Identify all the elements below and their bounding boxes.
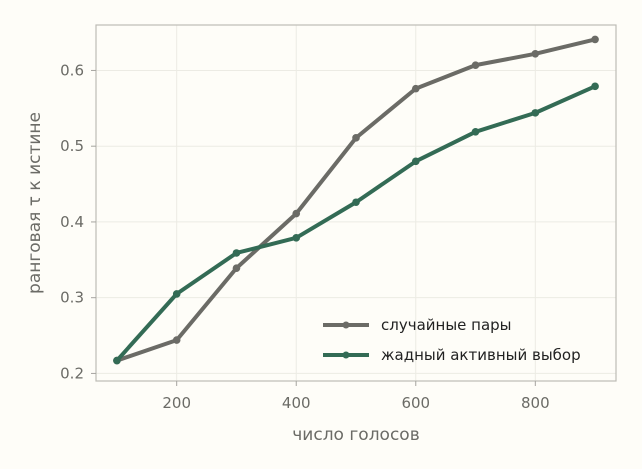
data-point bbox=[232, 249, 241, 257]
x-tick-label: 400 bbox=[282, 394, 311, 412]
y-tick-label: 0.2 bbox=[60, 364, 84, 382]
data-point bbox=[411, 157, 420, 166]
plot-frame bbox=[95, 24, 617, 382]
data-point bbox=[292, 234, 301, 242]
data-point bbox=[113, 356, 121, 365]
y-tick-label: 0.4 bbox=[60, 213, 84, 231]
grid bbox=[96, 25, 616, 381]
y-tick-label: 0.5 bbox=[60, 137, 84, 155]
legend-label-2: жадный активный выбор bbox=[381, 346, 581, 364]
series-1 bbox=[113, 35, 599, 365]
data-point bbox=[352, 198, 360, 207]
y-tick-label: 0.6 bbox=[60, 61, 84, 79]
legend-swatch-marker-1 bbox=[342, 321, 350, 329]
data-point bbox=[471, 128, 480, 136]
data-point bbox=[232, 264, 241, 272]
data-point bbox=[591, 35, 599, 44]
x-tick-label: 800 bbox=[521, 394, 550, 412]
data-point bbox=[292, 209, 301, 218]
data-point bbox=[352, 134, 360, 142]
x-axis-label: число голосов bbox=[292, 425, 419, 445]
y-axis-label: ранговая τ к истине bbox=[25, 112, 45, 294]
y-tick-label: 0.3 bbox=[60, 289, 84, 307]
legend: случайные пары жадный активный выбор bbox=[323, 316, 581, 364]
data-point bbox=[172, 290, 181, 298]
data-point bbox=[591, 82, 599, 91]
x-tick-label: 600 bbox=[401, 394, 430, 412]
data-point bbox=[172, 336, 181, 344]
series-lines bbox=[113, 35, 599, 365]
data-point bbox=[411, 84, 420, 93]
x-tick-label: 200 bbox=[162, 394, 191, 412]
data-point bbox=[471, 61, 480, 69]
legend-label-1: случайные пары bbox=[381, 316, 512, 334]
series-line-2 bbox=[114, 84, 598, 363]
legend-swatch-marker-2 bbox=[342, 351, 350, 359]
data-point bbox=[531, 49, 540, 58]
axis-ticks: 200 400 600 800 0.2 0.3 0.4 0.5 0.6 bbox=[60, 61, 549, 412]
data-point bbox=[531, 109, 540, 117]
series-2 bbox=[113, 82, 599, 365]
